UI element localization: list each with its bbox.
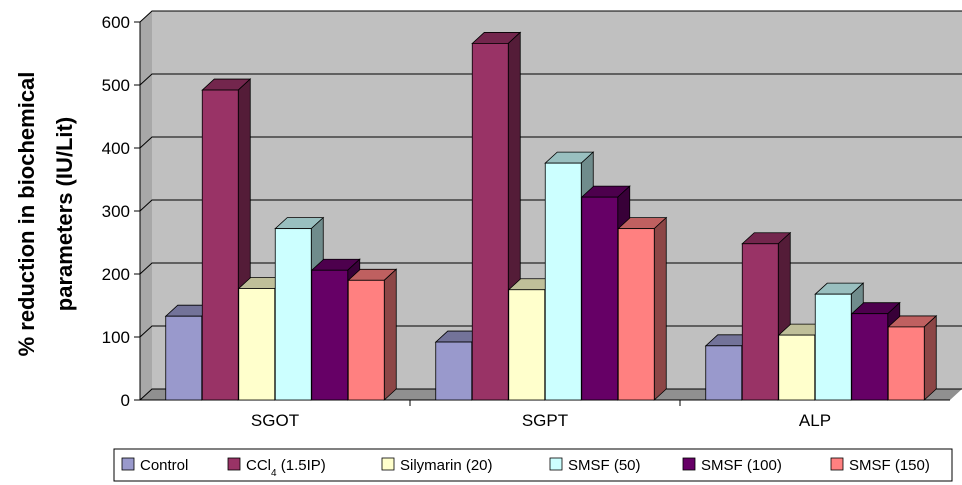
legend-box (113, 448, 953, 482)
legend-label: Silymarin (20) (400, 457, 493, 474)
legend-label: SMSF (50) (568, 457, 641, 474)
bar-front (471, 43, 509, 401)
bar-front (778, 334, 816, 401)
bar-front (887, 326, 925, 401)
legend-item: Control (121, 457, 188, 474)
gridline (139, 388, 962, 401)
gridline (139, 325, 962, 338)
y-tick-label: 200 (102, 265, 130, 284)
y-tick-label: 400 (102, 139, 130, 158)
bar (347, 268, 398, 401)
legend-label: Control (140, 457, 188, 474)
legend-item: CCl4 (1.5IP) (227, 457, 326, 479)
bar-front (617, 228, 655, 401)
y-tick-label: 600 (102, 13, 130, 32)
bar-side (653, 216, 667, 401)
bar-front (274, 228, 312, 401)
bar-front (814, 293, 852, 401)
bar (471, 31, 522, 401)
bar-front (311, 269, 349, 401)
legend-swatch (227, 457, 241, 471)
gridline (139, 73, 962, 86)
y-axis-title-line1: % reduction in biochemical (14, 72, 39, 357)
legend-item: Silymarin (20) (381, 457, 493, 474)
bar-side (923, 315, 937, 401)
legend-swatch (549, 457, 563, 471)
legend-label: SMSF (150) (849, 457, 930, 474)
gridline (139, 262, 962, 275)
gridline (139, 199, 962, 212)
legend-swatch (381, 457, 395, 471)
bar-front (165, 315, 203, 401)
legend-item: SMSF (150) (830, 457, 930, 474)
bar-side (383, 268, 397, 401)
bars (164, 31, 938, 401)
bar-front (544, 162, 582, 401)
gridline (139, 136, 962, 149)
bar-front (741, 243, 779, 401)
y-axis-title: % reduction in biochemical parameters (I… (14, 72, 77, 357)
legend-swatch (682, 457, 696, 471)
bar (617, 216, 668, 401)
bar-front (435, 341, 473, 401)
bar-front (347, 279, 385, 401)
y-tick-label: 300 (102, 202, 130, 221)
x-tick-label: SGPT (522, 411, 568, 430)
legend-swatch (121, 457, 135, 471)
bar-front (508, 289, 546, 401)
bar-front (581, 196, 619, 401)
legend-label: CCl4 (1.5IP) (246, 457, 326, 479)
x-tick-label: ALP (799, 411, 831, 430)
legend-swatch (830, 457, 844, 471)
gridline (139, 10, 962, 23)
bar-front (851, 313, 889, 401)
bar-front (705, 345, 743, 401)
bar-front (201, 89, 239, 401)
bar (887, 315, 938, 401)
y-tick-label: 100 (102, 328, 130, 347)
legend-label: SMSF (100) (701, 457, 782, 474)
bar-front (238, 288, 276, 401)
y-axis-title-line2: parameters (IU/Lit) (52, 117, 77, 311)
y-tick-label: 0 (121, 391, 130, 410)
y-tick-label: 500 (102, 76, 130, 95)
legend: Control CCl4 (1.5IP) Silymarin (20) SMSF (5… (113, 448, 953, 482)
x-tick-label: SGOT (251, 411, 299, 430)
legend-item: SMSF (100) (682, 457, 782, 474)
legend-item: SMSF (50) (549, 457, 641, 474)
